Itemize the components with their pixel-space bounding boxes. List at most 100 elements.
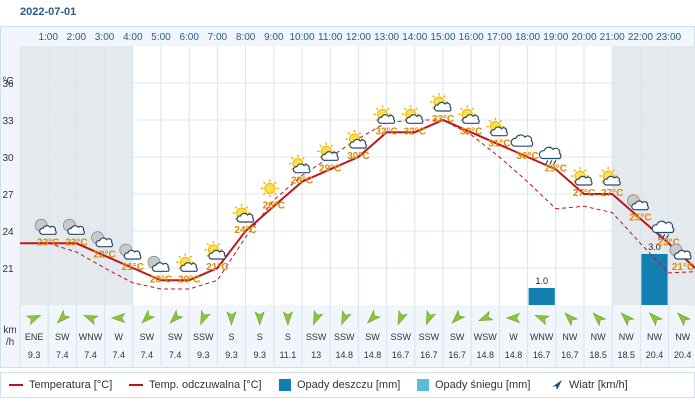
temp-label: 25°C [629, 213, 651, 224]
sun-ray [319, 144, 323, 148]
wind-speed-label: 20.4 [674, 350, 692, 360]
wind-arrow-shape [451, 309, 466, 324]
wind-arrow-icon [341, 309, 352, 326]
temp-label: 33°C [432, 114, 454, 125]
rain-bar [641, 254, 668, 305]
rain-drop [666, 234, 670, 239]
rain-drop [545, 160, 549, 165]
sun-ray [443, 95, 446, 98]
cloud-rain-icon [538, 146, 562, 165]
sun-ray [488, 119, 492, 123]
hour-label: 1:00 [38, 32, 58, 43]
sun-ray [178, 255, 182, 259]
hour-label: 2:00 [67, 32, 87, 43]
wind-arrow-shape [282, 311, 293, 326]
wind-speed-label: 7.4 [169, 350, 182, 360]
wind-speed-label: 16.7 [392, 350, 410, 360]
moon-cloud-icon [91, 231, 114, 248]
wind-unit-label: km [3, 325, 16, 336]
legend: Temperatura [°C] Temp. odczuwalna [°C] O… [0, 372, 695, 398]
temp-label: 32°C [404, 126, 426, 137]
hour-label: 4:00 [123, 32, 143, 43]
sun-cloud-icon [458, 105, 480, 124]
wind-arrow-shape [141, 309, 156, 324]
wind-speed-label: 16.7 [561, 350, 579, 360]
day-column [527, 46, 556, 305]
y-axis-unit: °C [2, 76, 13, 87]
hour-label: 16:00 [459, 32, 484, 43]
temp-label: 29°C [545, 163, 567, 174]
sun-disc [264, 182, 276, 194]
wind-speed-label: 11.1 [279, 350, 296, 360]
wind-direction-label: NW [675, 332, 690, 342]
wind-arrow-shape [592, 312, 607, 327]
wind-arrow-icon [282, 311, 293, 326]
rain-value-label: 1.0 [535, 276, 548, 286]
wind-arrow-icon [505, 312, 521, 324]
wind-arrow-icon [477, 310, 494, 322]
sun-ray [432, 95, 435, 98]
moon-cloud-icon [669, 243, 692, 260]
wind-arrow-icon [397, 309, 408, 326]
temp-label: 23°C [65, 237, 87, 248]
cloud-shape [510, 134, 534, 147]
sun-cloud-icon [571, 167, 593, 186]
moon-cloud-icon [627, 194, 649, 211]
cloud-shape [39, 225, 57, 235]
legend-temp-swatch [9, 384, 23, 387]
y-tick-label: 21 [2, 264, 14, 275]
legend-wind: Wiatr [km/h] [551, 379, 628, 391]
temp-label: 27°C [601, 188, 623, 199]
night-column [48, 46, 77, 305]
legend-snow-label: Opady śniegu [mm] [435, 379, 531, 391]
wind-unit-label: /h [6, 337, 14, 348]
hour-label: 13:00 [374, 32, 399, 43]
cloud-shape [490, 126, 508, 137]
moon-cloud-icon [119, 243, 142, 260]
temp-label: 21°C [672, 262, 694, 273]
wind-speed-label: 14.8 [364, 350, 382, 360]
wind-speed-label: 14.8 [505, 350, 523, 360]
cloud-shape [321, 151, 339, 161]
cloud-shape [574, 175, 593, 186]
temp-label: 31°C [488, 139, 510, 150]
wind-arrow-shape [505, 312, 521, 324]
wind-arrow-icon [677, 312, 692, 327]
cloud-shape [631, 200, 649, 211]
weather-chart: 21 24 27 30 33 36°C 1:00 2:00 3:00 4:00 5:00 6:00 7:… [2, 32, 695, 366]
wind-arrow-shape [620, 312, 635, 327]
legend-rain-label: Opady deszczu [mm] [297, 379, 401, 391]
wind-direction-label: W [509, 332, 518, 342]
sun-ray [612, 169, 616, 172]
cloud-shape [673, 249, 692, 260]
cloud-shape [651, 220, 675, 234]
moon-cloud-icon [34, 218, 57, 235]
wind-direction-label: WNW [79, 332, 103, 342]
wind-arrow-icon [592, 312, 607, 327]
wind-speed-label: 16.7 [533, 350, 551, 360]
cloud-shape [151, 262, 170, 272]
wind-arrow-shape [110, 312, 126, 324]
day-column [273, 46, 302, 305]
wind-direction-label: SSW [193, 332, 214, 342]
hour-label: 3:00 [95, 32, 115, 43]
cloud-shape [208, 249, 226, 260]
cloud-shape [95, 237, 114, 248]
moon-cloud-icon [63, 218, 85, 235]
wind-direction-label: SSW [390, 332, 411, 342]
hour-label: 9:00 [264, 32, 284, 43]
feels-like-line [20, 119, 695, 290]
hour-label: 17:00 [487, 32, 512, 43]
night-column [668, 46, 695, 305]
temp-label: 22°C [93, 250, 115, 261]
wind-direction-label: SSW [334, 332, 355, 342]
sun-ray [273, 192, 277, 196]
wind-arrow-shape [83, 314, 99, 326]
wind-arrow-shape [477, 310, 494, 322]
sun-ray [189, 255, 193, 259]
hour-label: 7:00 [208, 32, 228, 43]
forecast-date: 2022-07-01 [20, 6, 77, 18]
wind-arrow-shape [313, 309, 324, 326]
y-tick-label: 36 [2, 79, 14, 90]
temp-label: 20°C [150, 274, 172, 285]
